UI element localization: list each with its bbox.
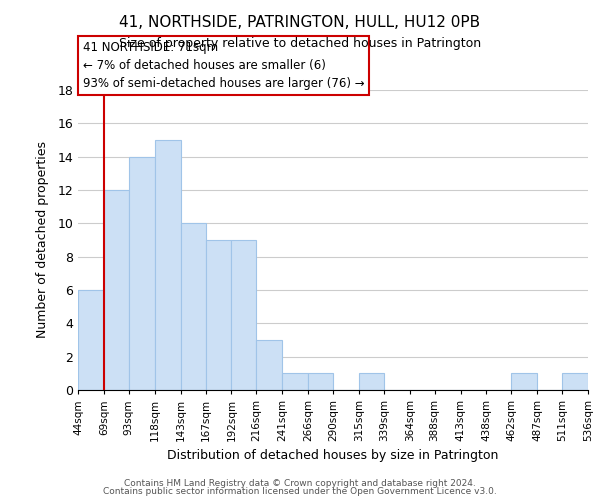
Bar [104, 190, 129, 390]
Bar [181, 224, 205, 390]
Text: Contains HM Land Registry data © Crown copyright and database right 2024.: Contains HM Land Registry data © Crown c… [124, 478, 476, 488]
Text: Size of property relative to detached houses in Patrington: Size of property relative to detached ho… [119, 38, 481, 51]
Bar [232, 240, 256, 390]
Bar [155, 140, 181, 390]
Bar [205, 240, 232, 390]
Bar [78, 290, 104, 390]
Bar [129, 156, 155, 390]
Bar [562, 374, 588, 390]
Y-axis label: Number of detached properties: Number of detached properties [36, 142, 49, 338]
Text: 41, NORTHSIDE, PATRINGTON, HULL, HU12 0PB: 41, NORTHSIDE, PATRINGTON, HULL, HU12 0P… [119, 15, 481, 30]
Bar [256, 340, 282, 390]
Bar [511, 374, 537, 390]
Text: 41 NORTHSIDE: 71sqm
← 7% of detached houses are smaller (6)
93% of semi-detached: 41 NORTHSIDE: 71sqm ← 7% of detached hou… [83, 41, 365, 90]
Text: Contains public sector information licensed under the Open Government Licence v3: Contains public sector information licen… [103, 487, 497, 496]
Bar [359, 374, 384, 390]
Bar [282, 374, 308, 390]
Bar [308, 374, 333, 390]
X-axis label: Distribution of detached houses by size in Patrington: Distribution of detached houses by size … [167, 450, 499, 462]
